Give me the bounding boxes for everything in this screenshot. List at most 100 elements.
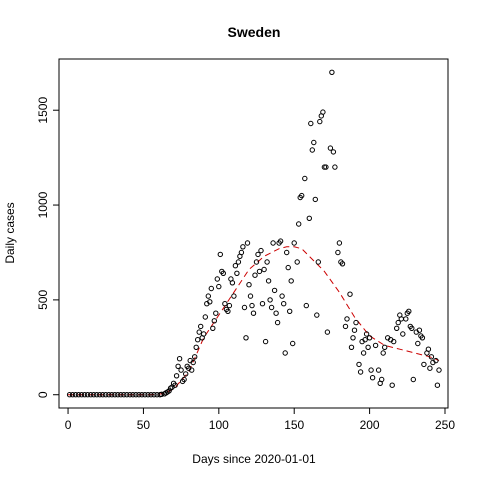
data-point [365,344,371,350]
data-point [271,287,278,294]
data-point [281,301,287,307]
data-point [91,392,97,398]
data-point [198,323,204,330]
data-point [229,280,236,286]
data-point [296,221,302,227]
data-point [201,331,207,337]
data-point [247,293,254,299]
data-point [270,240,276,246]
data-point [312,196,318,203]
data-point [241,304,248,311]
data-point [84,392,91,398]
data-point [124,392,130,398]
x-tick-label: 200 [360,418,380,432]
data-point [362,337,368,343]
y-tick-label: 0 [36,391,50,398]
data-point [320,109,326,115]
data-point [175,363,181,369]
data-point [148,392,154,398]
data-point [222,301,228,307]
x-tick-label: 50 [137,418,151,432]
data-point [351,327,358,333]
data-point [303,302,309,309]
data-point [262,338,269,345]
data-point [66,392,73,398]
data-point [127,392,133,398]
data-point [205,293,212,299]
data-point [208,285,215,292]
data-point [394,325,400,331]
data-point [265,278,272,284]
data-point [214,276,221,282]
data-point [75,392,82,398]
data-point [133,392,139,398]
data-point [299,192,305,199]
data-point [192,354,198,360]
data-point [234,270,240,276]
data-point [375,367,382,373]
data-point [274,319,281,326]
data-point [335,249,341,256]
data-point [72,392,79,398]
data-point [115,392,121,398]
trend-line [68,246,440,396]
data-point [323,164,329,170]
data-point [306,215,312,222]
data-point [342,323,349,330]
data-point [279,293,285,299]
data-point [211,318,218,324]
data-point [436,367,442,373]
data-point [391,338,397,345]
data-point [253,259,260,265]
data-point [327,145,334,151]
data-point [240,244,246,250]
data-point [427,365,433,371]
data-point [232,263,239,269]
data-point [81,392,88,398]
data-point [434,382,441,388]
data-point [366,335,373,341]
data-point [258,247,264,254]
data-point [395,319,401,326]
data-point [421,361,427,368]
data-point [106,392,112,398]
data-point [151,392,157,398]
data-point [193,344,199,350]
data-point [368,367,374,373]
data-point [267,297,273,303]
data-point [332,164,338,170]
data-point [261,266,267,273]
data-point [317,118,323,125]
data-point [416,327,423,333]
data-point [347,291,353,297]
data-point [172,382,178,388]
data-point [166,388,172,394]
data-point [202,314,209,320]
data-point [433,357,439,364]
data-point [189,367,195,373]
data-point [309,147,315,153]
data-point [255,251,261,258]
data-point [291,240,297,246]
data-point [372,342,379,349]
data-point [410,376,416,383]
data-point [103,392,109,398]
data-point [94,392,100,398]
x-tick-label: 150 [284,418,304,432]
data-points [66,69,442,398]
data-point [225,308,231,314]
data-point [409,325,415,331]
data-point [97,392,103,398]
x-tick-label: 100 [209,418,229,432]
data-point [130,392,136,398]
data-point [302,175,308,182]
y-tick-label: 500 [36,290,50,310]
data-point [178,367,184,373]
data-point [112,392,118,398]
data-point [287,308,293,314]
data-point [139,392,145,398]
data-point [356,361,362,368]
data-point [196,329,202,335]
data-point [238,249,245,256]
data-point [344,316,350,322]
